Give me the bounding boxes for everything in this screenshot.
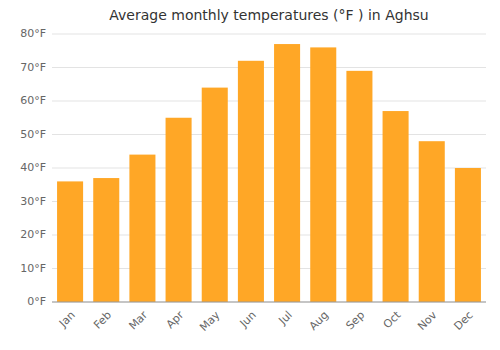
grid-line: [52, 34, 486, 35]
x-tick-label: Dec: [451, 309, 475, 333]
bar: [455, 168, 481, 302]
bar: [57, 181, 83, 302]
x-tick-label: Aug: [307, 309, 331, 333]
bar: [129, 155, 155, 302]
y-tick-label: 30°F: [20, 195, 46, 208]
chart-container: 0°F 10°F 20°F 30°F 40°F 50°F 60°F 70°F 80°F Jan Fe…: [0, 0, 500, 350]
x-tick-label: May: [197, 308, 223, 334]
bar: [93, 178, 119, 302]
x-tick-label: Feb: [91, 309, 114, 332]
y-tick-label: 50°F: [20, 128, 46, 141]
grid: [52, 34, 486, 302]
y-tick-label: 20°F: [20, 228, 46, 241]
y-axis: 0°F 10°F 20°F 30°F 40°F 50°F 60°F 70°F 80°F: [20, 27, 46, 308]
bars: [57, 44, 481, 302]
x-tick-label: Jan: [56, 309, 78, 331]
grid-line: [52, 302, 486, 303]
x-tick-label: Jun: [237, 309, 259, 331]
x-tick-label: Apr: [164, 308, 187, 331]
x-tick-label: Oct: [381, 308, 404, 331]
x-tick-label: Sep: [343, 309, 367, 333]
grid-line: [52, 67, 486, 68]
bar: [274, 44, 300, 302]
x-tick-label: Mar: [126, 308, 150, 332]
x-axis-line: [52, 302, 486, 303]
title: Average monthly temperatures (°F ) in Ag…: [109, 7, 428, 23]
bar: [202, 88, 228, 302]
x-axis: Jan Feb Mar Apr May Jun Jul Aug Sep Oct Nov Dec: [52, 302, 486, 334]
x-tick-label: Jul: [276, 309, 295, 328]
bar: [310, 47, 336, 302]
y-tick-label: 70°F: [20, 61, 46, 74]
y-tick-label: 80°F: [20, 27, 46, 40]
y-tick-label: 10°F: [20, 262, 46, 275]
bar: [346, 71, 372, 302]
bar: [166, 118, 192, 302]
y-tick-label: 40°F: [20, 161, 46, 174]
y-tick-label: 60°F: [20, 94, 46, 107]
grid-line: [52, 134, 486, 135]
chart: 0°F 10°F 20°F 30°F 40°F 50°F 60°F 70°F 80°F Jan Fe…: [0, 0, 500, 350]
bar: [238, 61, 264, 302]
x-tick-label: Nov: [415, 308, 440, 333]
y-tick-label: 0°F: [27, 295, 46, 308]
bar: [419, 141, 445, 302]
bar: [383, 111, 409, 302]
grid-line: [52, 101, 486, 102]
